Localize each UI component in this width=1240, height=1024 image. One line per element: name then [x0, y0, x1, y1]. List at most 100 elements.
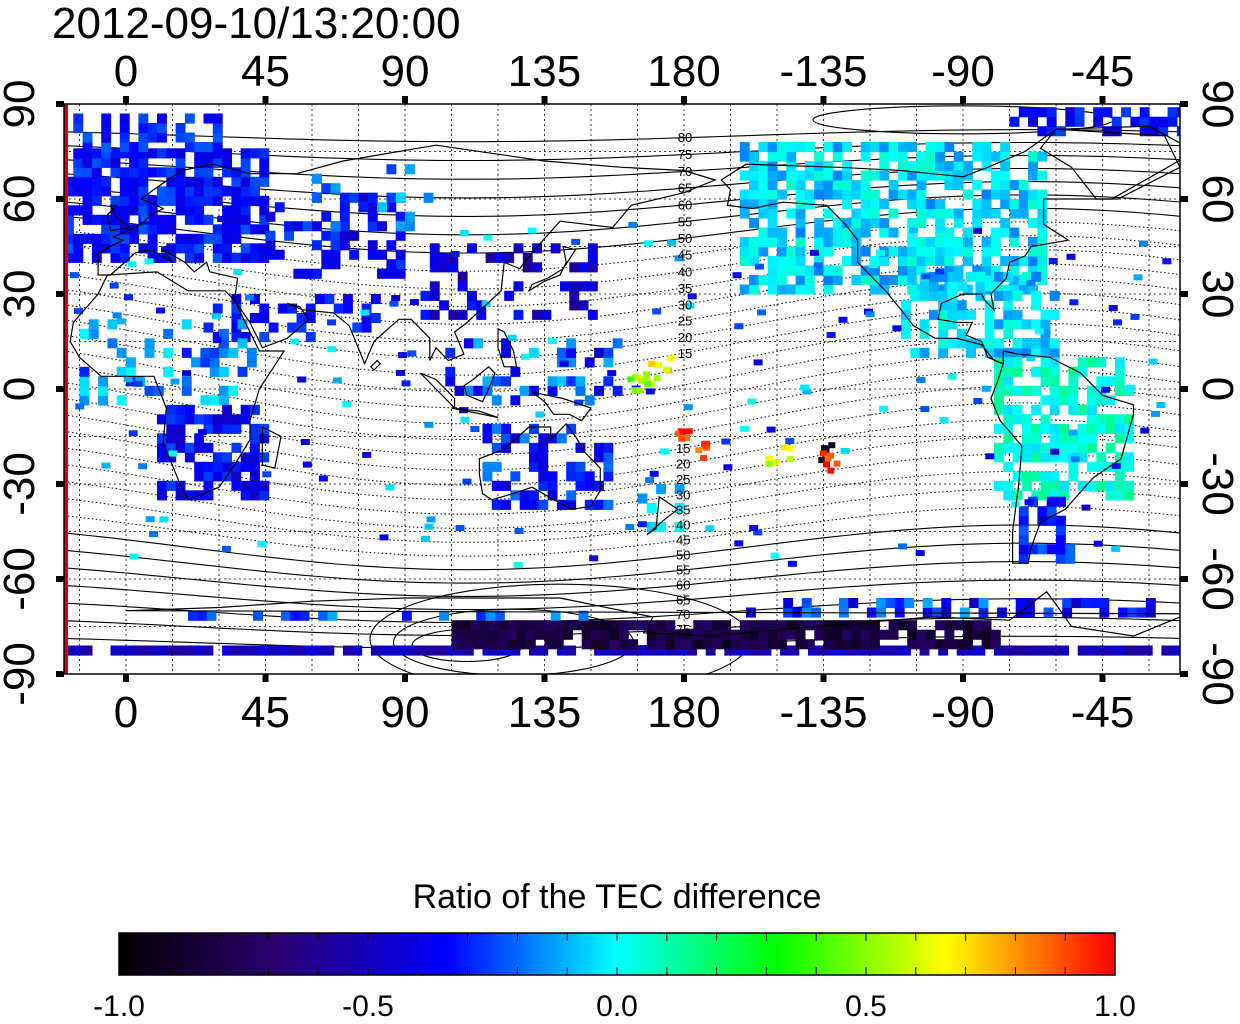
contour-label: 80 — [678, 130, 692, 145]
tec-pixel — [938, 347, 949, 358]
tec-pixel — [1046, 116, 1057, 127]
tec-pixel — [119, 148, 130, 159]
tec-pixel — [1093, 107, 1104, 118]
tec-pixel — [795, 275, 806, 286]
tec-pixel — [814, 151, 825, 162]
tec-pixel — [963, 284, 973, 295]
tec-pixel — [240, 157, 251, 168]
tec-pixel — [529, 423, 539, 434]
tec-pixel — [963, 256, 973, 267]
tec-pixel — [581, 639, 592, 650]
tec-pixel — [1021, 433, 1032, 444]
tec-pixel — [1018, 256, 1029, 267]
tec-pixel — [1009, 237, 1020, 248]
tec-pixel — [507, 620, 518, 631]
tec-pixel — [91, 195, 102, 206]
tec-pixel — [1048, 258, 1058, 264]
tec-pixel — [603, 471, 614, 482]
tec-pixel — [203, 142, 214, 153]
tec-pixel — [1139, 116, 1150, 127]
tec-pixel — [1049, 395, 1060, 406]
tec-pixel — [138, 195, 149, 206]
tec-pixel — [181, 376, 192, 387]
tec-pixel — [994, 404, 1004, 415]
contour-label: 25 — [676, 472, 690, 487]
tec-pixel — [767, 284, 778, 295]
tec-pixel — [259, 423, 270, 434]
tec-pixel — [994, 452, 1004, 463]
tec-pixel — [1012, 404, 1023, 415]
right-latitude-label: 90 — [1193, 80, 1240, 129]
tec-pixel — [981, 265, 992, 276]
tec-pixel — [795, 142, 806, 153]
tec-pixel — [646, 620, 657, 631]
tec-pixel — [380, 645, 391, 656]
tec-pixel — [1040, 328, 1051, 339]
tec-pixel — [559, 360, 569, 367]
tec-pixel — [749, 620, 759, 631]
tec-pixel — [1043, 607, 1054, 618]
left-latitude-label: 0 — [0, 377, 44, 401]
tec-pixel — [91, 243, 102, 254]
tec-pixel — [305, 332, 316, 343]
tec-pixel — [222, 423, 232, 434]
tec-pixel — [129, 148, 139, 159]
tec-pixel — [953, 639, 964, 650]
tec-pixel — [749, 525, 759, 531]
tec-pixel — [312, 268, 322, 279]
tec-pixel — [203, 471, 214, 482]
tec-pixel — [814, 265, 825, 276]
tec-pixel — [82, 233, 93, 244]
tec-pixel — [842, 237, 852, 248]
tec-pixel — [166, 148, 177, 159]
tec-pixel — [795, 265, 806, 276]
tec-pixel — [739, 142, 750, 153]
tec-pixel — [981, 142, 992, 153]
tec-pixel — [1161, 645, 1172, 656]
tec-pixel — [168, 450, 178, 457]
tec-pixel — [1080, 598, 1091, 609]
tec-pixel — [901, 309, 911, 320]
tec-pixel — [184, 252, 195, 263]
tec-pixel — [1059, 395, 1069, 406]
tec-pixel — [200, 395, 211, 406]
tec-pixel — [1018, 208, 1029, 219]
tec-pixel — [1167, 116, 1178, 127]
tec-pixel — [944, 639, 955, 650]
tec-pixel — [569, 300, 580, 311]
tec-pixel — [1040, 319, 1051, 330]
tec-pixel — [910, 347, 921, 358]
tec-pixel — [423, 192, 434, 203]
tec-pixel — [1018, 284, 1029, 295]
tec-pixel — [1111, 116, 1122, 127]
tec-pixel — [935, 142, 945, 153]
tec-pixel — [250, 243, 260, 254]
tec-pixel — [157, 490, 167, 501]
tec-pixel — [395, 249, 406, 260]
tec-pixel — [823, 180, 834, 191]
tec-pixel — [482, 461, 493, 472]
tec-pixel — [1031, 471, 1042, 482]
tec-pixel — [1046, 506, 1057, 517]
tec-pixel — [110, 157, 121, 168]
tec-pixel — [1087, 480, 1097, 491]
tec-pixel — [82, 205, 93, 216]
tec-pixel — [569, 281, 580, 292]
tec-pixel — [876, 249, 885, 256]
tec-pixel — [984, 328, 995, 339]
tec-pixel — [315, 294, 325, 305]
tec-pixel — [944, 142, 955, 153]
tec-pixel — [1111, 545, 1121, 552]
tec-pixel — [184, 195, 195, 206]
bottom-longitude-label: -135 — [779, 688, 867, 737]
tec-pixel — [1049, 385, 1060, 396]
tec-pixel — [184, 176, 195, 187]
tec-pixel — [879, 170, 890, 181]
tec-pixel — [191, 357, 201, 368]
tec-pixel — [1009, 284, 1020, 295]
tec-pixel — [612, 385, 623, 396]
tec-pixel — [119, 123, 130, 134]
tec-pixel — [625, 524, 635, 530]
tec-pixel — [783, 598, 794, 609]
tec-pixel — [873, 645, 883, 656]
